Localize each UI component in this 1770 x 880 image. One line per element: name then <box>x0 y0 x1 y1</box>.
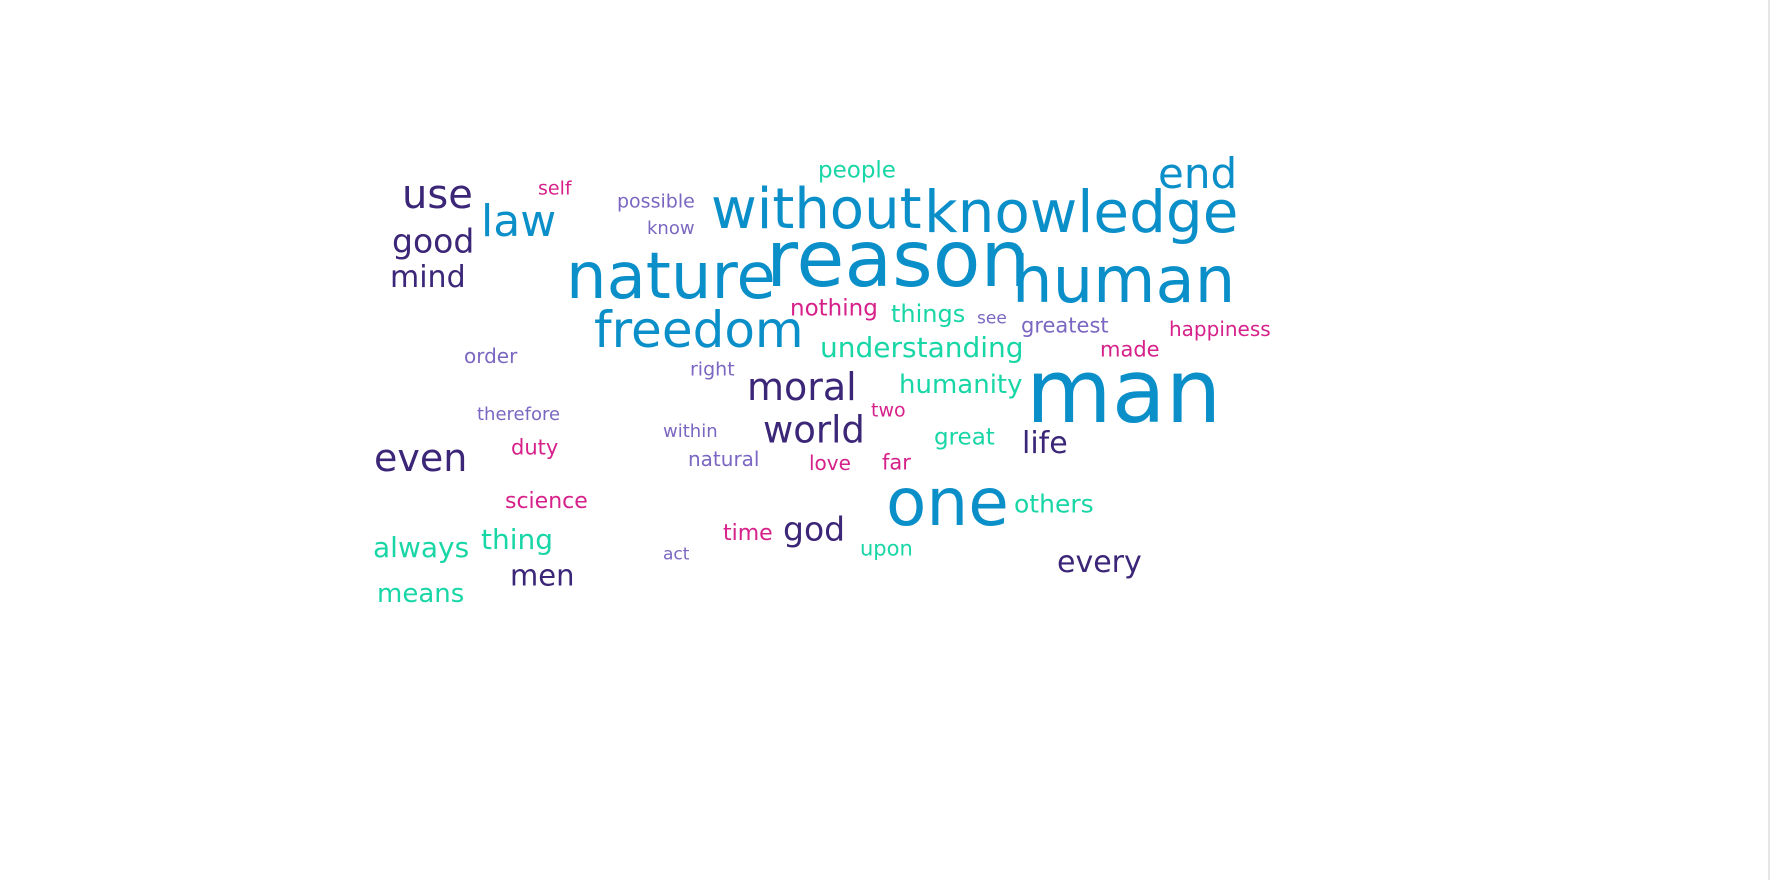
word-happiness: happiness <box>1169 317 1271 341</box>
word-means: means <box>377 579 465 609</box>
word-use: use <box>402 172 473 218</box>
word-love: love <box>809 451 851 475</box>
word-great: great <box>934 424 995 451</box>
word-understanding: understanding <box>820 331 1024 364</box>
word-end: end <box>1158 149 1238 198</box>
word-upon: upon <box>860 536 913 561</box>
word-life: life <box>1022 426 1068 461</box>
word-knowledge: knowledge <box>924 178 1239 246</box>
word-science: science <box>505 489 588 514</box>
word-nature: nature <box>566 240 776 314</box>
word-humanity: humanity <box>899 370 1023 400</box>
word-right: right <box>690 358 735 381</box>
word-two: two <box>871 399 906 422</box>
word-duty: duty <box>511 435 559 460</box>
word-reason: reason <box>766 215 1030 305</box>
word-self: self <box>538 177 572 200</box>
word-every: every <box>1057 545 1142 580</box>
word-one: one <box>886 464 1009 541</box>
word-even: even <box>374 436 468 480</box>
word-freedom: freedom <box>594 301 804 359</box>
word-without: without <box>711 177 922 242</box>
word-law: law <box>481 196 557 247</box>
word-world: world <box>763 408 865 452</box>
word-made: made <box>1100 337 1160 362</box>
word-men: men <box>510 558 575 593</box>
word-time: time <box>723 521 773 546</box>
word-nothing: nothing <box>790 295 878 322</box>
word-act: act <box>663 544 690 565</box>
word-greatest: greatest <box>1021 313 1109 338</box>
word-things: things <box>891 300 966 328</box>
word-therefore: therefore <box>477 404 561 425</box>
word-god: god <box>783 509 846 549</box>
word-mind: mind <box>390 260 466 295</box>
word-far: far <box>882 450 911 475</box>
word-know: know <box>647 218 695 239</box>
word-man: man <box>1026 340 1222 443</box>
word-others: others <box>1014 489 1094 519</box>
word-always: always <box>373 531 470 564</box>
word-good: good <box>392 221 475 261</box>
word-see: see <box>977 308 1007 329</box>
word-thing: thing <box>481 523 554 556</box>
word-moral: moral <box>747 365 857 409</box>
word-order: order <box>464 344 518 368</box>
word-within: within <box>663 421 718 442</box>
right-edge-divider <box>1768 0 1770 880</box>
word-possible: possible <box>617 190 695 213</box>
word-natural: natural <box>688 447 760 471</box>
word-human: human <box>1012 244 1236 318</box>
word-people: people <box>818 157 896 184</box>
